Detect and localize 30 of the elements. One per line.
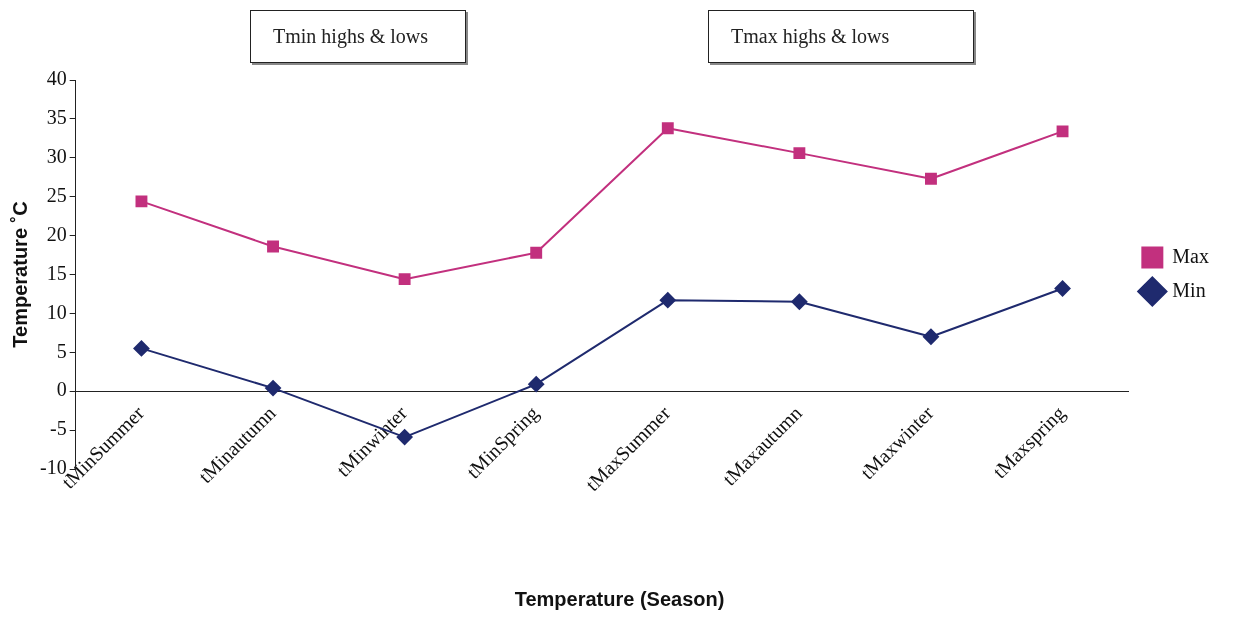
y-tick-label: 35 [46, 106, 67, 129]
point [793, 147, 806, 160]
y-tick-label: 30 [46, 145, 67, 168]
legend-label: Max [1172, 244, 1210, 267]
y-tick-label: 40 [46, 67, 67, 90]
point [1056, 125, 1069, 138]
point [398, 273, 411, 286]
point [925, 172, 937, 185]
point [791, 293, 808, 310]
y-tick-label: 5 [56, 339, 67, 362]
y-tick-label: 0 [56, 378, 67, 401]
point [133, 340, 150, 357]
text: Tmin highs & lows [250, 10, 466, 63]
point [922, 328, 939, 345]
y-tick-label: 25 [46, 183, 67, 206]
point [265, 380, 282, 397]
text: Tmax highs & lows [708, 10, 974, 63]
x-axis-title: Temperature (Season) [513, 588, 726, 611]
legend-label: Min [1172, 278, 1206, 301]
point [659, 292, 676, 309]
y-tick-label: 10 [46, 300, 67, 323]
point [1054, 280, 1071, 297]
point [267, 240, 279, 253]
point [530, 246, 543, 259]
y-axis-title: Temperature ˚C [8, 201, 31, 348]
point [135, 195, 148, 208]
y-tick-label: 15 [46, 261, 67, 284]
point [661, 122, 674, 135]
point [528, 376, 545, 393]
y-tick-label: 20 [46, 222, 67, 245]
